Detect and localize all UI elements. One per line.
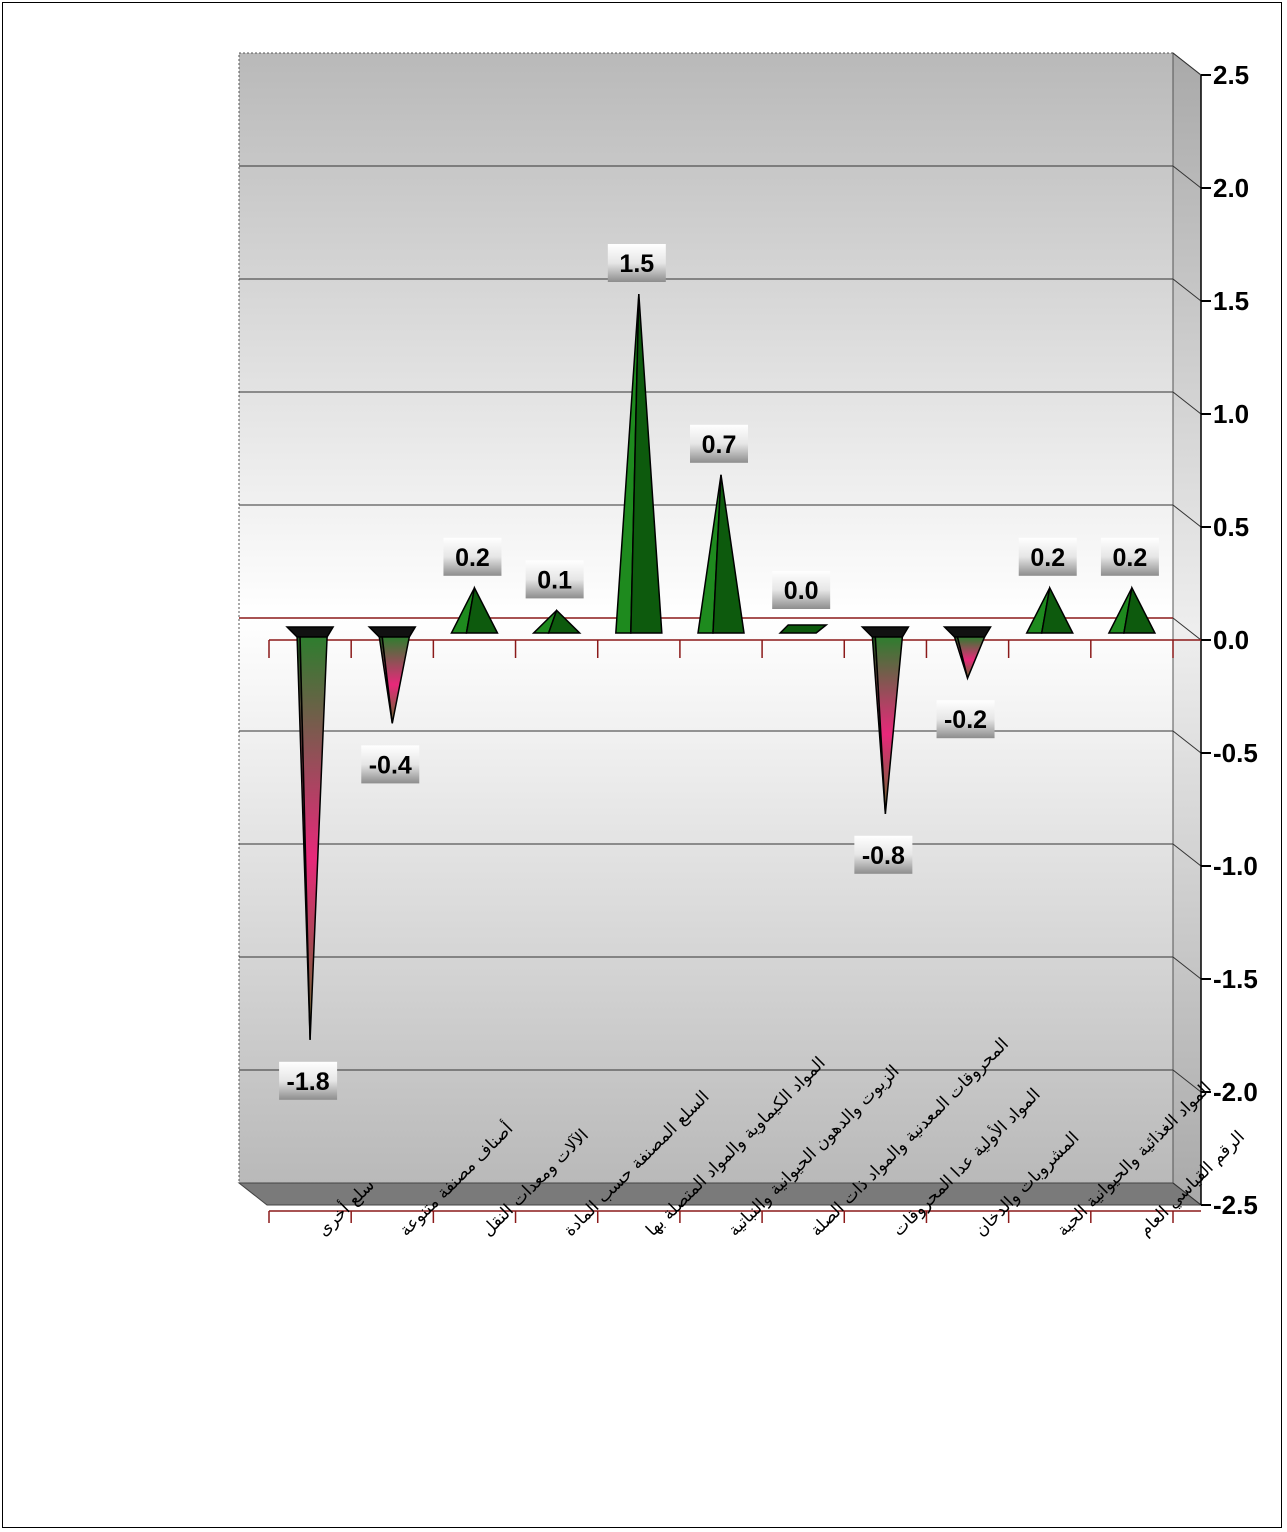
bar-5 — [697, 474, 745, 634]
gridline-side — [1172, 278, 1202, 302]
pyramid-bar-chart: 2.5 2.0 1.5 1.0 0.5 0.0 -0.5 -1.0 -1.5 -2.0 -2.5 -1… — [237, 51, 1258, 1241]
data-label-box — [525, 560, 584, 599]
gridline-side — [1172, 843, 1202, 867]
bar-face-right — [381, 636, 411, 724]
bar-1 — [367, 626, 417, 724]
data-label-box — [279, 1061, 338, 1100]
data-label: 0.0 — [784, 577, 819, 605]
bar-3 — [531, 609, 582, 634]
gridline-side — [1172, 1069, 1202, 1093]
y-tick-label: 0.5 — [1213, 512, 1249, 542]
bar-8 — [942, 626, 992, 681]
bar-9 — [1025, 585, 1074, 634]
data-label: 0.2 — [455, 544, 490, 572]
data-label: 0.2 — [1113, 544, 1148, 572]
gridline-side — [1172, 52, 1202, 76]
bar-flat — [778, 624, 829, 634]
data-label: -0.8 — [862, 842, 905, 870]
data-label: 0.1 — [537, 566, 572, 594]
gridline-side — [1172, 956, 1202, 980]
data-label: 1.5 — [619, 250, 654, 278]
bar-4 — [615, 293, 663, 634]
y-tick-label: 0.0 — [1213, 625, 1249, 655]
bar-face-right — [547, 609, 582, 634]
bar-face-right — [465, 585, 499, 634]
data-label-box — [936, 700, 995, 739]
data-label: -0.4 — [369, 751, 412, 779]
y-tick-label: -2.0 — [1213, 1077, 1258, 1107]
bar-face-right — [956, 636, 986, 681]
y-tick-label: 2.0 — [1213, 173, 1249, 203]
bar-face-right — [1040, 585, 1074, 634]
gridline-side — [1172, 504, 1202, 528]
bar-face-right — [712, 474, 745, 634]
data-label: 0.2 — [1030, 544, 1065, 572]
bar-face-right — [299, 636, 328, 1040]
y-tick-label: -1.0 — [1213, 851, 1258, 881]
gridline-side — [1172, 1182, 1202, 1206]
data-label-box — [690, 424, 748, 463]
y-tick-label: 1.0 — [1213, 399, 1249, 429]
data-label-box — [1100, 537, 1159, 576]
bar-2 — [450, 585, 499, 634]
y-tick-label: -1.5 — [1213, 964, 1258, 994]
bar-6 — [778, 624, 829, 634]
bar-7 — [860, 626, 910, 814]
y-tick-label: 2.5 — [1213, 60, 1249, 90]
data-label-box — [607, 244, 666, 282]
bar-face-right — [874, 636, 904, 814]
data-label: -0.2 — [944, 706, 987, 734]
bar-face-right — [630, 293, 663, 634]
floor — [237, 1182, 1203, 1206]
gridline-side — [1172, 165, 1202, 189]
bar-10 — [1107, 585, 1157, 634]
gridline-side — [1172, 391, 1202, 415]
y-tick-label: -0.5 — [1213, 738, 1258, 768]
bar-face-right — [1123, 585, 1157, 634]
data-label-box — [361, 745, 420, 784]
data-label-box — [443, 537, 502, 576]
data-label-box — [772, 571, 831, 609]
gridline-side — [1172, 617, 1202, 641]
y-tick-label: 1.5 — [1213, 286, 1249, 316]
bar-0 — [285, 626, 335, 1040]
y-tick-label: -2.5 — [1213, 1190, 1258, 1220]
gridline-side — [1172, 730, 1202, 754]
data-label: -1.8 — [287, 1068, 330, 1096]
data-label: 0.7 — [702, 431, 737, 459]
data-label-box — [854, 835, 913, 874]
data-label-box — [1018, 537, 1077, 576]
